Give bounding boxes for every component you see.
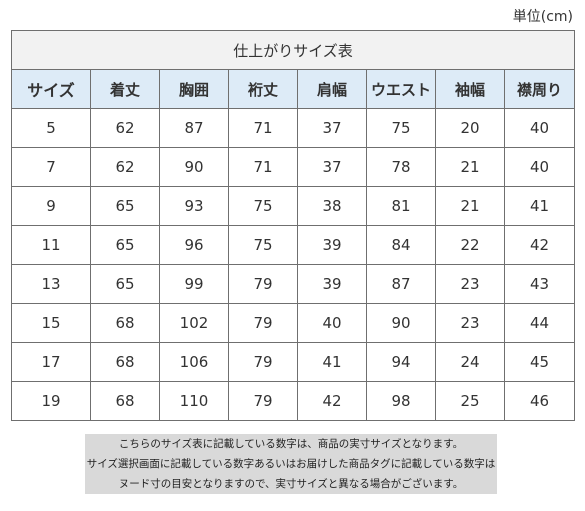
table-cell: 94 bbox=[366, 342, 436, 382]
table-cell: 20 bbox=[435, 108, 505, 148]
table-row: 13 65 99 79 39 87 23 43 bbox=[11, 264, 576, 304]
table-row: 11 65 96 75 39 84 22 42 bbox=[11, 225, 576, 265]
table-cell: 41 bbox=[503, 186, 576, 226]
table-cell: 71 bbox=[228, 147, 298, 187]
table-cell: 41 bbox=[297, 342, 367, 382]
note-line: こちらのサイズ表に記載している数字は、商品の実寸サイズとなります。 bbox=[118, 438, 464, 450]
note-line: サイズ選択画面に記載している数字あるいはお届けした商品タグに記載している数字は bbox=[86, 458, 496, 470]
table-cell: 65 bbox=[90, 186, 160, 226]
table-cell: 102 bbox=[159, 303, 229, 343]
table-cell: 40 bbox=[503, 147, 576, 187]
header-waist: ウエスト bbox=[366, 69, 436, 109]
header-collar: 襟周り bbox=[503, 69, 576, 109]
table-cell: 7 bbox=[11, 147, 91, 187]
table-cell: 79 bbox=[228, 264, 298, 304]
table-cell: 39 bbox=[297, 225, 367, 265]
table-cell: 87 bbox=[159, 108, 229, 148]
table-cell: 38 bbox=[297, 186, 367, 226]
header-chest: 胸囲 bbox=[159, 69, 229, 109]
table-cell: 21 bbox=[435, 186, 505, 226]
table-cell: 106 bbox=[159, 342, 229, 382]
header-sleeve-length: 裄丈 bbox=[228, 69, 298, 109]
table-cell: 68 bbox=[90, 303, 160, 343]
table-cell: 44 bbox=[503, 303, 576, 343]
table-cell: 9 bbox=[11, 186, 91, 226]
table-cell: 40 bbox=[297, 303, 367, 343]
header-size: サイズ bbox=[11, 69, 91, 109]
table-cell: 93 bbox=[159, 186, 229, 226]
table-cell: 23 bbox=[435, 264, 505, 304]
table-cell: 96 bbox=[159, 225, 229, 265]
table-cell: 65 bbox=[90, 264, 160, 304]
table-cell: 75 bbox=[228, 186, 298, 226]
table-row: 9 65 93 75 38 81 21 41 bbox=[11, 186, 576, 226]
table-cell: 78 bbox=[366, 147, 436, 187]
header-sleeve-width: 袖幅 bbox=[435, 69, 505, 109]
table-cell: 75 bbox=[366, 108, 436, 148]
table-cell: 71 bbox=[228, 108, 298, 148]
table-cell: 110 bbox=[159, 381, 229, 421]
table-row: 15 68 102 79 40 90 23 44 bbox=[11, 303, 576, 343]
table-cell: 37 bbox=[297, 147, 367, 187]
table-cell: 19 bbox=[11, 381, 91, 421]
table-cell: 62 bbox=[90, 108, 160, 148]
table-cell: 5 bbox=[11, 108, 91, 148]
table-cell: 43 bbox=[503, 264, 576, 304]
table-cell: 68 bbox=[90, 342, 160, 382]
note-line: ヌード寸の目安となりますので、実寸サイズと異なる場合がございます。 bbox=[118, 478, 464, 490]
table-cell: 62 bbox=[90, 147, 160, 187]
table-row: 19 68 110 79 42 98 25 46 bbox=[11, 381, 576, 421]
table-cell: 37 bbox=[297, 108, 367, 148]
table-cell: 39 bbox=[297, 264, 367, 304]
table-cell: 99 bbox=[159, 264, 229, 304]
table-title: 仕上がりサイズ表 bbox=[10, 30, 576, 70]
size-table: 仕上がりサイズ表 サイズ 着丈 胸囲 裄丈 肩幅 ウエスト 袖幅 襟周り 5 62… bbox=[10, 30, 576, 421]
table-cell: 13 bbox=[11, 264, 91, 304]
table-cell: 75 bbox=[228, 225, 298, 265]
table-cell: 22 bbox=[435, 225, 505, 265]
table-cell: 21 bbox=[435, 147, 505, 187]
table-cell: 42 bbox=[503, 225, 576, 265]
table-cell: 68 bbox=[90, 381, 160, 421]
table-cell: 40 bbox=[503, 108, 576, 148]
table-cell: 42 bbox=[297, 381, 367, 421]
table-cell: 23 bbox=[435, 303, 505, 343]
table-cell: 17 bbox=[11, 342, 91, 382]
table-cell: 87 bbox=[366, 264, 436, 304]
table-cell: 90 bbox=[366, 303, 436, 343]
table-cell: 65 bbox=[90, 225, 160, 265]
unit-label: 単位(cm) bbox=[512, 9, 573, 25]
table-cell: 45 bbox=[503, 342, 576, 382]
table-row: 17 68 106 79 41 94 24 45 bbox=[11, 342, 576, 382]
table-row: 5 62 87 71 37 75 20 40 bbox=[11, 108, 576, 148]
table-cell: 15 bbox=[11, 303, 91, 343]
table-cell: 79 bbox=[228, 381, 298, 421]
table-cell: 11 bbox=[11, 225, 91, 265]
header-length: 着丈 bbox=[90, 69, 160, 109]
table-cell: 79 bbox=[228, 342, 298, 382]
table-cell: 90 bbox=[159, 147, 229, 187]
table-cell: 46 bbox=[503, 381, 576, 421]
table-cell: 98 bbox=[366, 381, 436, 421]
table-cell: 24 bbox=[435, 342, 505, 382]
table-cell: 81 bbox=[366, 186, 436, 226]
table-cell: 25 bbox=[435, 381, 505, 421]
header-shoulder: 肩幅 bbox=[297, 69, 367, 109]
table-row: 7 62 90 71 37 78 21 40 bbox=[11, 147, 576, 187]
table-cell: 84 bbox=[366, 225, 436, 265]
table-cell: 79 bbox=[228, 303, 298, 343]
size-note: こちらのサイズ表に記載している数字は、商品の実寸サイズとなります。 サイズ選択画… bbox=[85, 434, 497, 494]
